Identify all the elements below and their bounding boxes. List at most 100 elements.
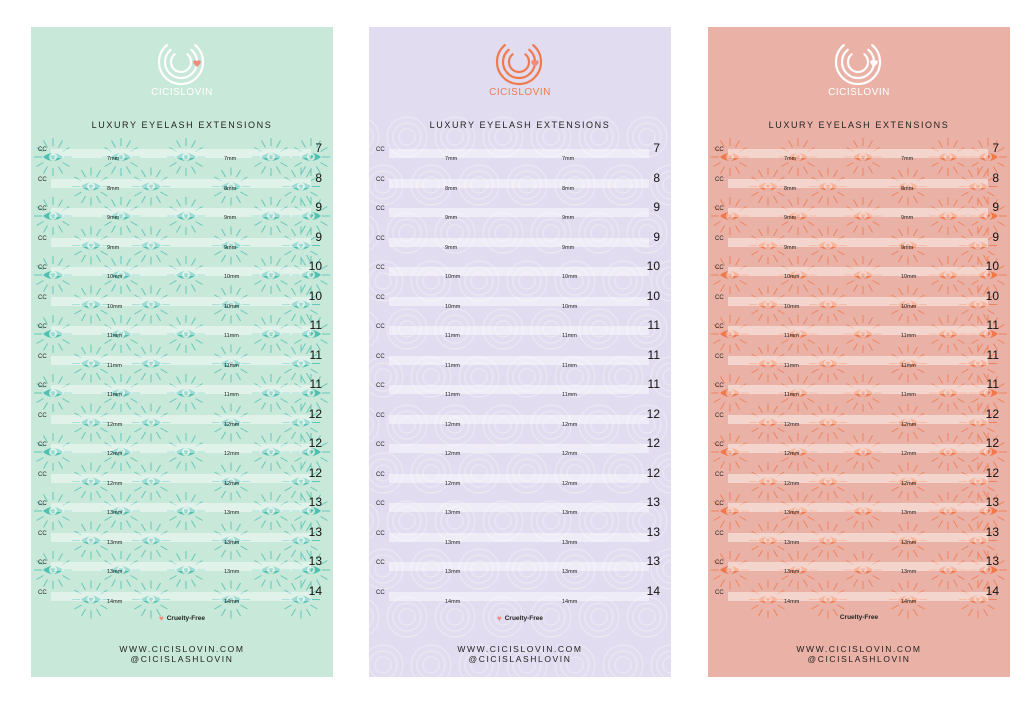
lash-strip [51, 532, 311, 542]
eye-burst-icon [34, 256, 72, 294]
curl-label: CC [715, 412, 724, 419]
curl-label: CC [376, 353, 385, 360]
lash-strip [728, 444, 988, 453]
curl-label: CC [38, 501, 47, 507]
length-label-2: 13mm [224, 539, 240, 546]
lash-strip [51, 237, 311, 247]
eye-burst-icon [969, 197, 1007, 235]
eye-burst-icon [212, 226, 250, 265]
length-label-1: 10mm [784, 274, 800, 280]
length-label-2: 10mm [901, 274, 917, 280]
eye-burst-icon [959, 580, 997, 619]
length-label-2: 10mm [901, 303, 917, 310]
eye-burst-icon [34, 315, 72, 353]
length-label-2: 9mm [224, 244, 237, 251]
eye-burst-icon [959, 226, 997, 265]
length-label-1: 12mm [445, 451, 461, 457]
length-label-1: 11mm [784, 333, 799, 339]
curl-label: CC [715, 501, 724, 507]
eye-burst-icon [959, 462, 997, 501]
curl-label: CC [38, 235, 47, 242]
length-label-2: 13mm [901, 510, 917, 516]
length-label-2: 13mm [562, 539, 578, 546]
length-label-1: 11mm [784, 392, 799, 398]
length-label-1: 13mm [107, 510, 123, 516]
eye-burst-icon [969, 138, 1007, 176]
eye-burst-icon [969, 551, 1007, 589]
length-number: 9 [315, 200, 322, 214]
length-number: 13 [308, 524, 322, 539]
eye-burst-icon [34, 492, 72, 530]
eye-burst-icon [844, 256, 882, 294]
curl-label: CC [715, 147, 724, 153]
eye-burst-icon [102, 138, 140, 176]
length-label-1: 13mm [784, 569, 800, 575]
cruelty-free-label: Cruelty-Free [504, 615, 544, 622]
eye-burst-icon [102, 551, 140, 589]
length-number: 9 [992, 200, 999, 214]
curl-label: CC [376, 589, 385, 596]
lash-row: CC 7mm 7mm 7 [31, 141, 333, 176]
eye-burst-icon [282, 344, 320, 383]
eye-burst-icon [929, 197, 967, 235]
eye-burst-icon [34, 197, 72, 235]
length-label-1: 13mm [445, 510, 461, 516]
eye-burst-icon [959, 285, 997, 324]
length-label-2: 14mm [901, 598, 917, 605]
lash-strip [389, 326, 649, 335]
footer: WWW.CICISLOVIN.COM @CICISLASHLOVIN [708, 644, 1010, 664]
length-label-2: 10mm [562, 274, 578, 280]
length-number: 7 [653, 141, 660, 155]
length-label-1: 12mm [784, 451, 800, 457]
length-label-1: 13mm [784, 510, 800, 516]
length-label-2: 12mm [901, 421, 917, 428]
length-label-2: 14mm [562, 598, 578, 605]
brand-logo-icon [834, 44, 882, 86]
eye-burst-icon [292, 374, 330, 412]
lash-row: CC 9mm 9mm 9 [31, 230, 333, 265]
eye-burst-icon [711, 197, 749, 235]
lash-strip [51, 414, 311, 424]
length-label-2: 11mm [562, 392, 577, 398]
eye-burst-icon [132, 521, 170, 560]
curl-label: CC [38, 206, 47, 212]
heart-icon: ♥ [496, 614, 502, 623]
length-label-2: 11mm [224, 392, 239, 398]
length-label-2: 11mm [562, 362, 577, 369]
eye-burst-icon [779, 433, 817, 471]
length-label-1: 13mm [445, 539, 461, 546]
background-pattern [369, 116, 671, 677]
eye-burst-icon [34, 433, 72, 471]
lash-strip [51, 326, 311, 335]
eye-burst-icon [282, 285, 320, 324]
length-label-1: 11mm [107, 362, 122, 369]
length-number: 13 [646, 495, 660, 509]
lash-row: CC 9mm 9mm 9 [31, 200, 333, 235]
length-label-2: 11mm [562, 333, 577, 339]
length-label-1: 12mm [107, 480, 123, 487]
length-label-1: 8mm [445, 185, 458, 192]
length-number: 12 [985, 436, 999, 450]
length-label-1: 9mm [784, 215, 797, 221]
length-label-2: 8mm [562, 185, 575, 192]
eye-burst-icon [72, 462, 110, 501]
eye-burst-icon [969, 374, 1007, 412]
eye-burst-icon [929, 315, 967, 353]
eye-burst-icon [711, 551, 749, 589]
lash-strip [389, 178, 649, 188]
curl-label: CC [715, 471, 724, 478]
eye-burst-icon [212, 521, 250, 560]
eye-burst-icon [969, 433, 1007, 471]
brand-logo: CICISLOVIN [708, 37, 1010, 98]
length-number: 11 [309, 377, 322, 391]
social-handle: @CICISLASHLOVIN [807, 654, 911, 664]
lash-strip [728, 149, 988, 158]
lash-strip [728, 355, 988, 365]
length-number: 9 [315, 229, 322, 244]
length-label-1: 13mm [445, 569, 461, 575]
lash-row: CC 9mm 9mm 9 [369, 230, 671, 265]
eye-burst-icon [292, 315, 330, 353]
lash-row: CC 13mm 13mm 13 [369, 495, 671, 530]
lash-row: CC 13mm 13mm 13 [369, 525, 671, 560]
lash-strip [389, 385, 649, 394]
